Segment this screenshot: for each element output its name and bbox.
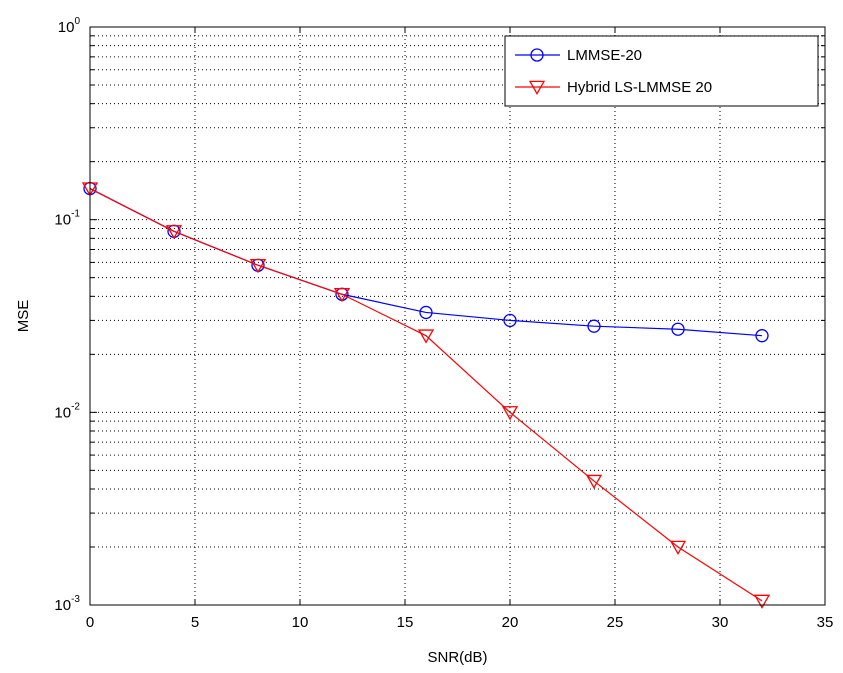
y-tick-exponent: -3 [71,594,80,605]
legend-marker [528,80,546,95]
legend-item: Hybrid LS-LMMSE 20 [515,79,712,96]
series-2 [81,182,771,609]
y-tick-exponent: 0 [74,16,80,27]
y-axis-label: MSE [15,300,32,333]
data-point [501,406,519,421]
y-tick-base: 10 [54,212,71,229]
y-tick-base: 10 [58,19,75,36]
data-point [755,329,769,343]
x-axis-label: SNR(dB) [427,649,487,666]
x-tick-label: 10 [292,614,309,631]
data-point [249,258,267,274]
x-tick-label: 15 [397,614,414,631]
data-point [419,305,433,320]
y-tick-exponent: -2 [71,401,80,412]
axes-frame [89,26,826,606]
data-point [753,594,771,609]
series-line [89,188,763,602]
x-tick-label: 0 [86,614,94,631]
legend-item: LMMSE-20 [515,47,642,64]
series-layer [81,181,771,609]
y-tick-label: 10-3 [54,594,80,614]
data-point [165,225,183,240]
legend-label: LMMSE-20 [567,47,642,64]
y-tick-label: 10-2 [54,401,80,421]
data-point [417,329,435,344]
x-tick-label: 30 [712,614,729,631]
y-tick-base: 10 [54,597,71,614]
x-tick-label: 35 [817,614,834,631]
legend-box [504,35,819,107]
data-point [333,288,351,303]
legend: LMMSE-20 Hybrid LS-LMMSE 20 [504,35,819,107]
x-tick-label: 25 [607,614,624,631]
data-point [585,474,603,489]
y-tick-exponent: -1 [71,209,80,220]
data-point [503,313,517,328]
legend-items: LMMSE-20 Hybrid LS-LMMSE 20 [515,47,712,96]
legend-marker [530,48,544,62]
y-tick-base: 10 [54,404,71,421]
x-tick-label: 5 [191,614,199,631]
y-tick-label: 10-1 [54,209,80,229]
legend-label: Hybrid LS-LMMSE 20 [567,79,712,96]
y-tick-label: 100 [58,16,81,36]
data-point [671,322,685,336]
x-tick-label: 20 [502,614,519,631]
data-point [669,540,687,555]
data-point [587,319,601,333]
